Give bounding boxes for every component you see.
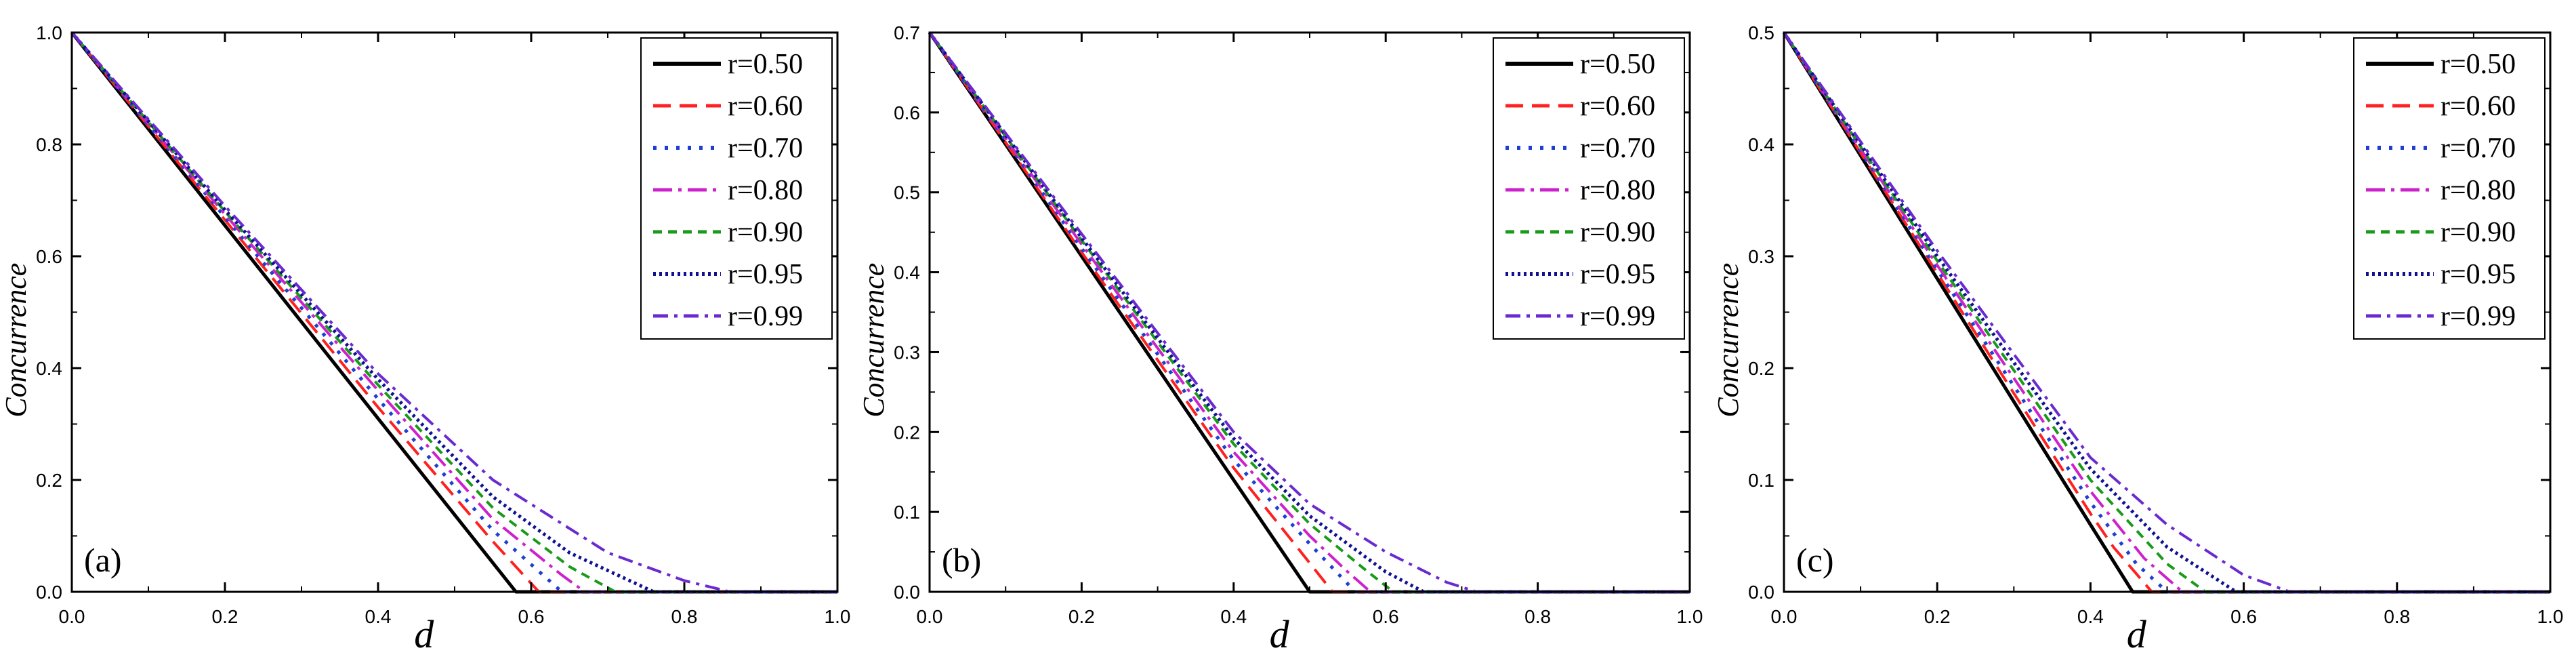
y-tick-label: 0.3	[894, 342, 920, 363]
y-tick-label: 0.1	[894, 502, 920, 523]
legend-label: r=0.70	[2440, 133, 2516, 164]
x-axis-label: d	[1270, 612, 1290, 656]
x-tick-label: 0.4	[2077, 606, 2104, 627]
series-line-r=0.95	[70, 31, 837, 594]
y-tick-label: 0.4	[36, 358, 62, 379]
y-tick-label: 0.7	[894, 22, 920, 43]
x-tick-label: 0.0	[917, 606, 943, 627]
chart-panel-2: 0.0 0.2 0.4 0.6 0.8 1.0 0.0 0.1 0.2 0.3 0.4 0.5 d Con…	[1711, 22, 2563, 656]
chart-panel-1: 0.0 0.2 0.4 0.6 0.8 1.0 0.0 0.1 0.2 0.3 0.4 0.5 0.6 0…	[857, 22, 1703, 656]
legend-label: r=0.50	[1580, 49, 1655, 80]
chart-panel-0: 0.0 0.2 0.4 0.6 0.8 1.0 0.0 0.2 0.4 0.6 0.8 1.0 d Con…	[0, 22, 850, 656]
x-tick-label: 0.8	[1524, 606, 1551, 627]
y-tick-label: 0.6	[36, 246, 62, 267]
legend-label: r=0.99	[2440, 301, 2516, 332]
x-tick-label: 0.0	[1771, 606, 1798, 627]
y-tick-label: 0.4	[894, 262, 920, 283]
series-line-r=0.99	[70, 31, 837, 593]
series-line-r=0.80	[928, 31, 1690, 593]
legend-label: r=0.60	[1580, 91, 1655, 122]
legend-label: r=0.90	[728, 217, 803, 248]
legend-box	[640, 37, 833, 340]
legend-label: r=0.90	[1580, 217, 1655, 248]
legend-box	[1493, 37, 1685, 340]
legend: r=0.50 r=0.60 r=0.70 r=0.80 r=0.90 r=0.95 r=0.…	[640, 37, 833, 340]
x-tick-label: 0.8	[2384, 606, 2410, 627]
y-tick-label: 0.3	[1748, 246, 1774, 267]
series-line-r=0.80	[1783, 31, 2550, 593]
y-tick-label: 0.0	[1748, 582, 1774, 603]
y-tick-label: 0.2	[36, 470, 62, 491]
legend-label: r=0.80	[2440, 175, 2516, 206]
legend: r=0.50 r=0.60 r=0.70 r=0.80 r=0.90 r=0.95 r=0.…	[1493, 37, 1685, 340]
series-line-r=0.70	[70, 31, 837, 594]
y-tick-label: 0.5	[894, 182, 920, 203]
x-tick-label: 0.0	[59, 606, 85, 627]
legend-label: r=0.80	[728, 175, 803, 206]
y-tick-label: 0.0	[894, 582, 920, 603]
x-tick-label: 0.2	[1068, 606, 1095, 627]
legend-label: r=0.99	[728, 301, 803, 332]
x-tick-label: 0.6	[2230, 606, 2257, 627]
x-tick-label: 1.0	[825, 606, 851, 627]
panel-label: (a)	[84, 541, 122, 579]
y-axis-label: Concurrence	[1711, 263, 1745, 418]
x-tick-label: 1.0	[2537, 606, 2564, 627]
legend-label: r=0.70	[1580, 133, 1655, 164]
y-tick-label: 0.8	[36, 134, 62, 155]
y-tick-label: 0.2	[1748, 358, 1774, 379]
y-tick-label: 1.0	[36, 22, 62, 43]
y-tick-label: 0.0	[36, 582, 62, 603]
legend-label: r=0.50	[728, 49, 803, 80]
x-axis-label: d	[414, 612, 434, 656]
y-tick-label: 0.4	[1748, 134, 1774, 155]
y-tick-label: 0.1	[1748, 470, 1774, 491]
y-tick-label: 0.5	[1748, 22, 1774, 43]
legend-label: r=0.50	[2440, 49, 2516, 80]
x-tick-label: 0.2	[1924, 606, 1951, 627]
legend-label: r=0.90	[2440, 217, 2516, 248]
legend-label: r=0.80	[1580, 175, 1655, 206]
x-tick-label: 1.0	[1677, 606, 1703, 627]
legend-label: r=0.95	[728, 259, 803, 290]
series-line-r=0.70	[928, 31, 1690, 594]
legend-label: r=0.99	[1580, 301, 1655, 332]
legend-label: r=0.95	[2440, 259, 2516, 290]
x-axis-label: d	[2127, 612, 2147, 656]
legend-box	[2353, 37, 2546, 340]
series-line-r=0.60	[1783, 31, 2550, 593]
legend: r=0.50 r=0.60 r=0.70 r=0.80 r=0.90 r=0.95 r=0.…	[2353, 37, 2546, 340]
legend-label: r=0.60	[728, 91, 803, 122]
series-line-r=0.70	[1782, 31, 2550, 594]
x-tick-label: 0.6	[1373, 606, 1399, 627]
x-tick-label: 0.4	[1220, 606, 1247, 627]
x-tick-label: 0.8	[671, 606, 698, 627]
panel-label: (c)	[1796, 541, 1834, 579]
legend-label: r=0.95	[1580, 259, 1655, 290]
series-line-r=0.99	[928, 31, 1690, 593]
x-tick-label: 0.2	[212, 606, 238, 627]
legend-label: r=0.60	[2440, 91, 2516, 122]
y-axis-label: Concurrence	[857, 263, 890, 418]
y-axis-label: Concurrence	[0, 263, 33, 418]
legend-label: r=0.70	[728, 133, 803, 164]
x-tick-label: 0.4	[365, 606, 392, 627]
x-tick-label: 0.6	[518, 606, 545, 627]
panel-label: (b)	[942, 541, 981, 579]
y-tick-label: 0.6	[894, 102, 920, 123]
y-tick-label: 0.2	[894, 422, 920, 443]
